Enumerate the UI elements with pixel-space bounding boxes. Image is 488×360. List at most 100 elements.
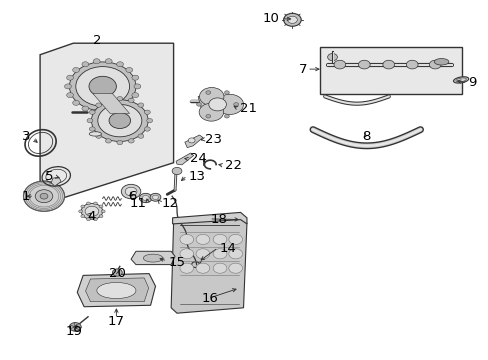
Circle shape	[121, 184, 141, 199]
Circle shape	[188, 138, 195, 143]
Circle shape	[116, 62, 123, 67]
Circle shape	[86, 218, 90, 221]
Circle shape	[116, 106, 123, 111]
Circle shape	[93, 202, 97, 205]
Circle shape	[101, 210, 105, 213]
Text: 10: 10	[262, 12, 279, 24]
Circle shape	[216, 94, 243, 114]
Text: 24: 24	[189, 152, 206, 165]
Circle shape	[138, 134, 143, 138]
Circle shape	[224, 114, 229, 118]
Text: 4: 4	[87, 210, 96, 223]
Circle shape	[224, 91, 229, 94]
Ellipse shape	[143, 254, 163, 262]
Circle shape	[105, 98, 111, 103]
Circle shape	[180, 234, 193, 244]
Text: 11: 11	[129, 197, 146, 210]
Circle shape	[93, 109, 100, 114]
Circle shape	[287, 16, 297, 23]
Circle shape	[196, 103, 201, 106]
Circle shape	[208, 98, 226, 111]
Circle shape	[283, 13, 301, 26]
Circle shape	[89, 127, 95, 131]
Circle shape	[81, 215, 84, 218]
Circle shape	[89, 76, 116, 96]
Circle shape	[144, 110, 150, 114]
Text: 7: 7	[298, 63, 306, 76]
Polygon shape	[176, 153, 193, 165]
Text: 1: 1	[22, 190, 30, 203]
Circle shape	[81, 203, 102, 219]
Circle shape	[213, 263, 226, 273]
Ellipse shape	[89, 132, 102, 136]
Circle shape	[132, 93, 139, 98]
Circle shape	[93, 218, 97, 221]
Text: 9: 9	[468, 76, 476, 89]
Circle shape	[138, 103, 143, 107]
Circle shape	[196, 263, 209, 273]
Polygon shape	[172, 212, 246, 224]
Circle shape	[142, 195, 149, 201]
Circle shape	[81, 205, 84, 208]
Circle shape	[96, 134, 102, 138]
Circle shape	[228, 234, 242, 244]
Circle shape	[180, 263, 193, 273]
Text: 13: 13	[188, 170, 205, 183]
Circle shape	[132, 75, 139, 80]
Circle shape	[73, 67, 80, 72]
Circle shape	[358, 60, 369, 69]
Circle shape	[69, 323, 81, 331]
Circle shape	[428, 60, 440, 69]
Circle shape	[199, 87, 224, 105]
Circle shape	[91, 100, 148, 141]
Circle shape	[196, 234, 209, 244]
Circle shape	[406, 60, 417, 69]
Circle shape	[23, 181, 64, 211]
Circle shape	[128, 98, 134, 103]
Text: 21: 21	[239, 102, 256, 115]
Circle shape	[134, 84, 141, 89]
Circle shape	[66, 75, 73, 80]
Circle shape	[76, 67, 129, 106]
Text: 8: 8	[362, 130, 370, 143]
Circle shape	[82, 62, 89, 67]
Polygon shape	[184, 135, 203, 148]
Circle shape	[125, 187, 137, 196]
Text: 12: 12	[161, 197, 178, 210]
Circle shape	[66, 93, 73, 98]
Polygon shape	[51, 177, 61, 186]
Circle shape	[112, 269, 122, 276]
Polygon shape	[171, 218, 246, 313]
Circle shape	[109, 113, 130, 129]
Ellipse shape	[452, 77, 468, 83]
Circle shape	[105, 139, 111, 143]
Circle shape	[125, 100, 132, 105]
Circle shape	[35, 190, 53, 203]
Text: 2: 2	[92, 34, 101, 47]
Circle shape	[99, 215, 103, 218]
Circle shape	[79, 210, 82, 213]
Circle shape	[73, 100, 80, 105]
Circle shape	[125, 67, 132, 72]
Circle shape	[228, 263, 242, 273]
Polygon shape	[40, 43, 173, 205]
Circle shape	[87, 118, 93, 123]
Text: 14: 14	[219, 242, 236, 255]
Circle shape	[98, 104, 142, 137]
Polygon shape	[131, 251, 175, 265]
Text: 16: 16	[202, 292, 218, 305]
Ellipse shape	[433, 59, 448, 65]
Polygon shape	[93, 94, 129, 113]
Polygon shape	[85, 278, 148, 302]
Circle shape	[205, 114, 210, 118]
Circle shape	[105, 109, 112, 114]
Circle shape	[333, 60, 345, 69]
Circle shape	[152, 195, 158, 199]
Circle shape	[85, 206, 99, 216]
Circle shape	[81, 106, 88, 111]
Circle shape	[93, 59, 100, 64]
Text: 22: 22	[224, 159, 242, 172]
Circle shape	[213, 234, 226, 244]
Circle shape	[327, 54, 337, 61]
Circle shape	[205, 91, 210, 94]
